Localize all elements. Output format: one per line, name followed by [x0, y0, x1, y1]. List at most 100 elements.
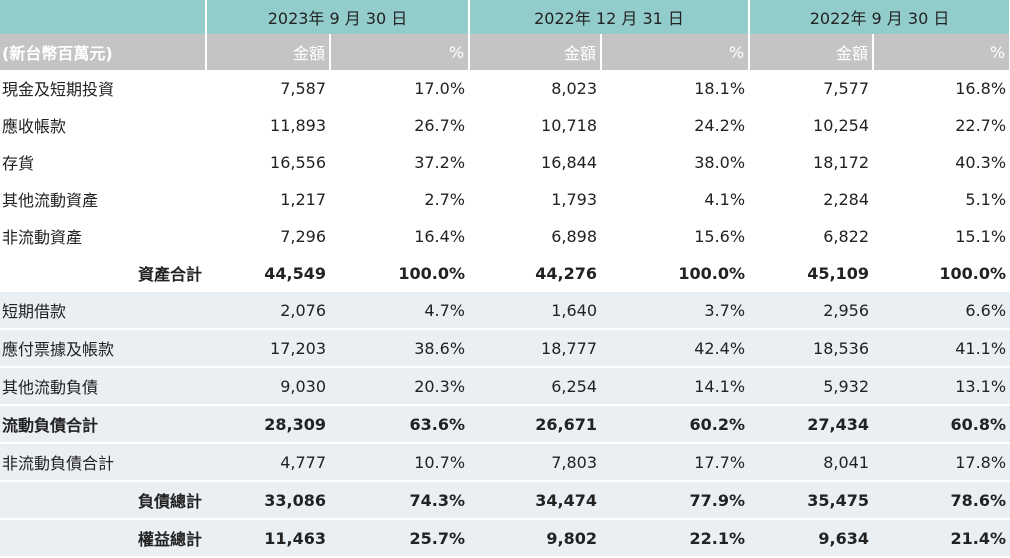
row-label: 其他流動負債 — [0, 367, 206, 406]
row-label: 現金及短期投資 — [0, 70, 206, 107]
amount-cell: 45,109 — [749, 254, 874, 292]
row-label: 存貨 — [0, 143, 206, 181]
amount-column-header: 金額 — [749, 34, 875, 70]
percent-cell: 100.0% — [873, 254, 1010, 292]
amount-cell: 10,254 — [749, 106, 874, 144]
percent-cell: 25.7% — [330, 519, 470, 558]
percent-cell: 78.6% — [873, 481, 1010, 520]
percent-cell: 40.3% — [873, 143, 1010, 181]
row-label: 應收帳款 — [0, 106, 206, 144]
percent-cell: 3.7% — [601, 291, 750, 330]
percent-cell: 14.1% — [601, 367, 750, 406]
amount-cell: 2,956 — [749, 291, 874, 330]
amount-cell: 18,536 — [749, 329, 874, 368]
table-row: 負債總計 33,086 74.3% 34,474 77.9% 35,475 78.6% — [0, 481, 1010, 520]
percent-cell: 17.0% — [330, 70, 470, 107]
percent-cell: 4.1% — [601, 180, 750, 218]
period-header: 2022年 9 月 30 日 — [749, 0, 1010, 34]
percent-cell: 2.7% — [330, 180, 470, 218]
table-row: 應收帳款 11,893 26.7% 10,718 24.2% 10,254 22.7% — [0, 106, 1010, 144]
table-row: 短期借款 2,076 4.7% 1,640 3.7% 2,956 6.6% — [0, 291, 1010, 330]
amount-cell: 11,463 — [206, 519, 330, 558]
percent-cell: 16.4% — [330, 217, 470, 255]
amount-cell: 6,822 — [749, 217, 874, 255]
amount-cell: 2,076 — [206, 291, 330, 330]
amount-cell: 2,284 — [749, 180, 874, 218]
amount-cell: 8,023 — [469, 70, 602, 107]
table-row: 流動負債合計 28,309 63.6% 26,671 60.2% 27,434 60.8% — [0, 405, 1010, 444]
amount-cell: 6,898 — [469, 217, 602, 255]
amount-cell: 9,802 — [469, 519, 602, 558]
amount-cell: 11,893 — [206, 106, 330, 144]
table-row: 非流動資產 7,296 16.4% 6,898 15.6% 6,822 15.1% — [0, 217, 1010, 255]
amount-column-header: 金額 — [206, 34, 331, 70]
amount-cell: 16,844 — [469, 143, 602, 181]
amount-column-header: 金額 — [469, 34, 603, 70]
percent-cell: 15.1% — [873, 217, 1010, 255]
table-row: 資產合計 44,549 100.0% 44,276 100.0% 45,109 100.0% — [0, 254, 1010, 292]
percent-cell: 21.4% — [873, 519, 1010, 558]
amount-cell: 1,793 — [469, 180, 602, 218]
percent-cell: 6.6% — [873, 291, 1010, 330]
percent-cell: 17.8% — [873, 443, 1010, 482]
amount-cell: 27,434 — [749, 405, 874, 444]
percent-cell: 63.6% — [330, 405, 470, 444]
percent-cell: 60.2% — [601, 405, 750, 444]
amount-cell: 18,777 — [469, 329, 602, 368]
row-label: 流動負債合計 — [0, 405, 206, 444]
percent-cell: 22.7% — [873, 106, 1010, 144]
amount-cell: 33,086 — [206, 481, 330, 520]
column-header-row: (新台幣百萬元) 金額 % 金額 % 金額 % — [0, 34, 1010, 70]
amount-cell: 9,634 — [749, 519, 874, 558]
amount-cell: 7,296 — [206, 217, 330, 255]
amount-cell: 1,217 — [206, 180, 330, 218]
row-label: 非流動資產 — [0, 217, 206, 255]
table-row: 現金及短期投資 7,587 17.0% 8,023 18.1% 7,577 16.8% — [0, 70, 1010, 107]
amount-cell: 8,041 — [749, 443, 874, 482]
percent-column-header: % — [873, 34, 1010, 70]
table-row: 其他流動資產 1,217 2.7% 1,793 4.1% 2,284 5.1% — [0, 180, 1010, 218]
row-label: 其他流動資產 — [0, 180, 206, 218]
percent-cell: 5.1% — [873, 180, 1010, 218]
amount-cell: 17,203 — [206, 329, 330, 368]
percent-cell: 10.7% — [330, 443, 470, 482]
amount-cell: 5,932 — [749, 367, 874, 406]
amount-cell: 18,172 — [749, 143, 874, 181]
amount-cell: 34,474 — [469, 481, 602, 520]
amount-cell: 7,803 — [469, 443, 602, 482]
percent-cell: 20.3% — [330, 367, 470, 406]
percent-cell: 24.2% — [601, 106, 750, 144]
amount-cell: 26,671 — [469, 405, 602, 444]
amount-cell: 10,718 — [469, 106, 602, 144]
table-row: 非流動負債合計 4,777 10.7% 7,803 17.7% 8,041 17.8% — [0, 443, 1010, 482]
percent-cell: 41.1% — [873, 329, 1010, 368]
percent-column-header: % — [601, 34, 751, 70]
amount-cell: 44,276 — [469, 254, 602, 292]
percent-cell: 77.9% — [601, 481, 750, 520]
percent-cell: 37.2% — [330, 143, 470, 181]
amount-cell: 9,030 — [206, 367, 330, 406]
period-header: 2022年 12 月 31 日 — [469, 0, 751, 34]
percent-cell: 100.0% — [330, 254, 470, 292]
percent-cell: 38.0% — [601, 143, 750, 181]
percent-cell: 13.1% — [873, 367, 1010, 406]
amount-cell: 7,577 — [749, 70, 874, 107]
percent-cell: 60.8% — [873, 405, 1010, 444]
amount-cell: 35,475 — [749, 481, 874, 520]
percent-cell: 18.1% — [601, 70, 750, 107]
row-label: 應付票據及帳款 — [0, 329, 206, 368]
table-row: 權益總計 11,463 25.7% 9,802 22.1% 9,634 21.4% — [0, 519, 1010, 558]
row-label: 權益總計 — [0, 519, 206, 558]
amount-cell: 7,587 — [206, 70, 330, 107]
percent-cell: 38.6% — [330, 329, 470, 368]
period-header: 2023年 9 月 30 日 — [206, 0, 471, 34]
period-header-row: 2023年 9 月 30 日 2022年 12 月 31 日 2022年 9 月… — [0, 0, 1010, 34]
amount-cell: 6,254 — [469, 367, 602, 406]
percent-cell: 100.0% — [601, 254, 750, 292]
table-row: 應付票據及帳款 17,203 38.6% 18,777 42.4% 18,536 41.1% — [0, 329, 1010, 368]
row-label: 短期借款 — [0, 291, 206, 330]
percent-cell: 26.7% — [330, 106, 470, 144]
amount-cell: 4,777 — [206, 443, 330, 482]
amount-cell: 16,556 — [206, 143, 330, 181]
